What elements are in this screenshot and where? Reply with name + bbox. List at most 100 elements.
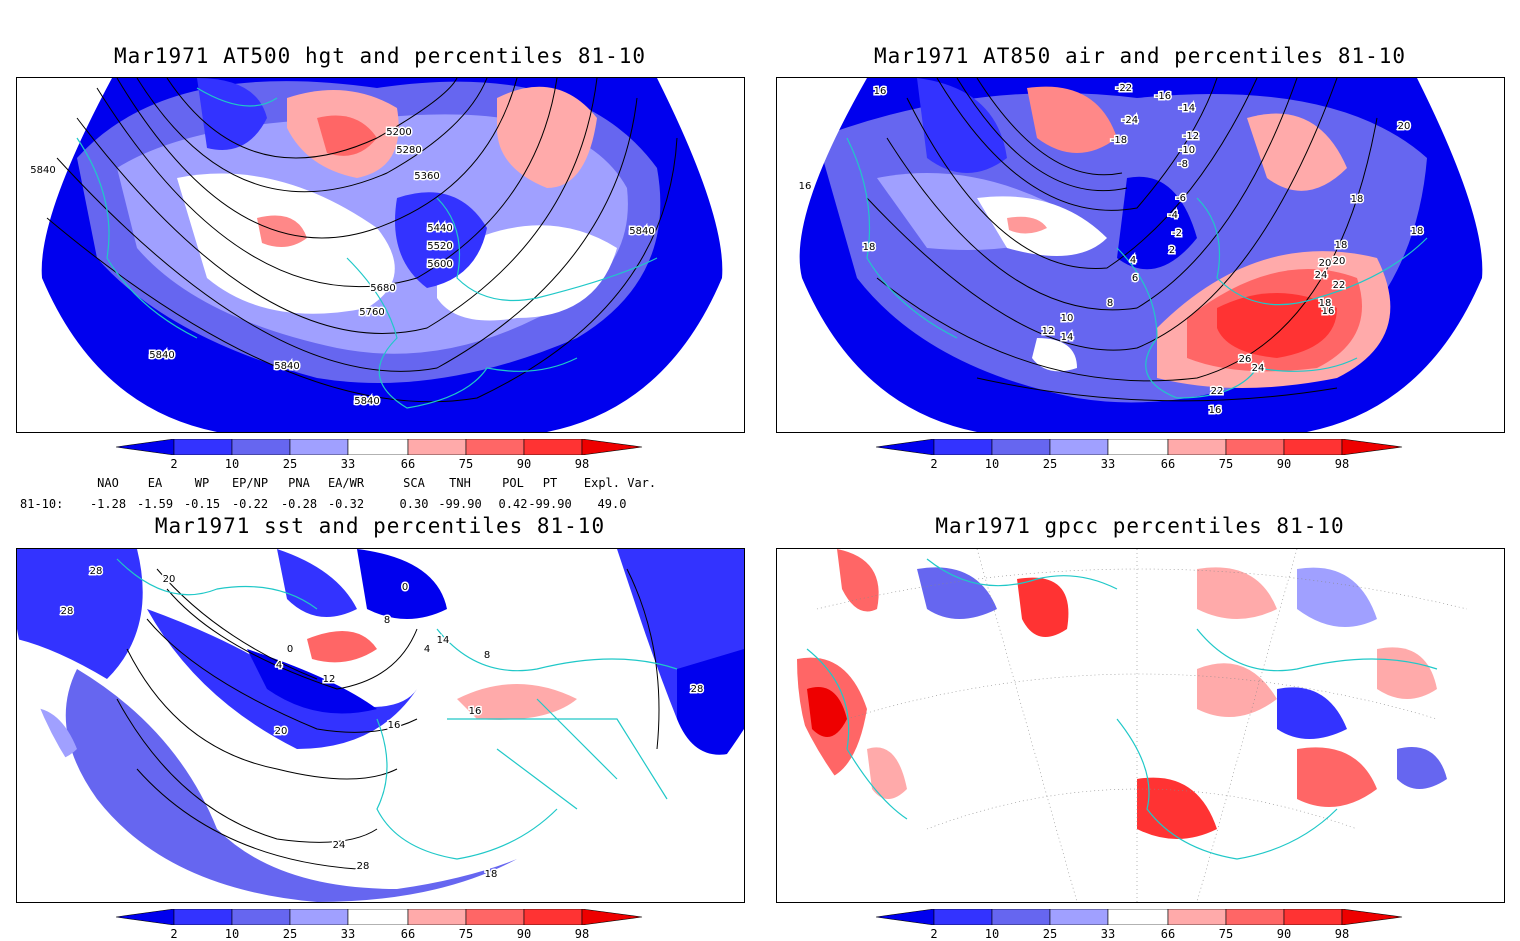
tele-value: -0.32	[327, 497, 365, 511]
contour-label: 4	[276, 660, 282, 671]
tele-header: POL	[502, 476, 524, 490]
contour-label: 5840	[149, 350, 174, 361]
contour-label: 18	[485, 869, 498, 880]
contour-label: 18	[1319, 298, 1332, 309]
tele-value: -0.28	[280, 497, 318, 511]
contour-label: 16	[388, 720, 401, 731]
contour-label: 16	[1209, 405, 1222, 416]
contour-label: 16	[799, 181, 812, 192]
contour-label: 8	[484, 650, 490, 661]
contour-label: 16	[874, 86, 887, 97]
contour-label: -6	[1176, 193, 1186, 204]
map-hgt500: 5200 5280 5360 5440 5520 5600 5680 5760 5840 5840…	[17, 78, 744, 432]
contour-label: -16	[1155, 91, 1171, 102]
shading-gpcc	[777, 549, 1504, 902]
contour-label: 5600	[427, 259, 452, 270]
tele-header: EP/NP	[231, 476, 269, 490]
colorbar-swatch	[523, 439, 583, 455]
tele-value: -1.28	[89, 497, 127, 511]
mask-air850	[777, 78, 1504, 432]
colorbar-bottom-left	[116, 909, 643, 925]
colorbar-swatch	[1341, 439, 1403, 455]
tele-value: -0.22	[231, 497, 269, 511]
contours-air850	[866, 78, 1378, 402]
colorbar-swatch	[407, 439, 467, 455]
contour-label: 0	[402, 582, 408, 593]
contour-label: -18	[1111, 135, 1127, 146]
colorbar-tick-label: 2	[170, 927, 178, 941]
colorbar-swatch	[933, 909, 993, 925]
colorbar-swatch	[465, 439, 525, 455]
contour-label: 12	[1042, 326, 1055, 337]
contour-label: 24	[1315, 270, 1328, 281]
colorbar-tick-label: 25	[1042, 457, 1058, 471]
contour-label: 26	[1239, 354, 1252, 365]
tele-value: -99.90	[438, 497, 482, 511]
colorbar-swatch	[1049, 909, 1109, 925]
colorbar-swatch	[289, 909, 349, 925]
colorbar-swatch	[876, 909, 935, 925]
colorbar-tick-label: 98	[574, 927, 590, 941]
map-panel-sst: 28 28 20 0 4 8 12 16 20 24 28 28 0 4 8 14 16 18	[16, 548, 745, 903]
contour-label: 20	[275, 726, 288, 737]
colorbar-swatch	[116, 439, 175, 455]
tele-header: PNA	[288, 476, 310, 490]
tele-header: PT	[542, 476, 558, 490]
colorbar-swatch	[1107, 439, 1169, 455]
colorbar-tick-label: 66	[400, 457, 416, 471]
tele-value: -0.15	[183, 497, 221, 511]
colorbar-swatch	[1167, 909, 1227, 925]
contour-label: 5520	[427, 241, 452, 252]
colorbar-swatch	[1283, 439, 1343, 455]
colorbar-top-left	[116, 439, 643, 455]
tele-header: Expl. Var.	[583, 476, 657, 490]
contour-labels-air850: -22-16-14-24-18 -12-10-8-6-4-224681012141…	[797, 82, 1425, 418]
coastlines-sst	[116, 558, 678, 860]
colorbar-swatch	[173, 439, 233, 455]
colorbar-tick-label: 90	[516, 927, 532, 941]
panel-title-air850: Mar1971 AT850 air and percentiles 81-10	[873, 44, 1407, 68]
colorbar-tick-label: 75	[458, 927, 474, 941]
contour-label: -22	[1116, 83, 1132, 94]
colorbar-swatch	[407, 909, 467, 925]
contour-label: 8	[384, 615, 390, 626]
colorbar-swatch	[1225, 439, 1285, 455]
colorbar-tick-label: 33	[340, 927, 356, 941]
colorbar-tick-label: 75	[458, 457, 474, 471]
contour-label: 14	[1061, 332, 1074, 343]
contour-label: 16	[1322, 306, 1335, 317]
tele-header: NAO	[97, 476, 119, 490]
contour-label: 28	[691, 684, 704, 695]
colorbar-swatch	[465, 909, 525, 925]
tele-header: SCA	[403, 476, 425, 490]
contour-label: 18	[1411, 226, 1424, 237]
colorbar-swatch	[991, 909, 1051, 925]
contour-label: 22	[1211, 386, 1224, 397]
colorbar-tick-label: 25	[282, 457, 298, 471]
colorbar-swatch	[347, 439, 409, 455]
colorbar-tick-label: 90	[1276, 457, 1292, 471]
contour-label: -10	[1179, 145, 1195, 156]
contour-label: -2	[1172, 228, 1182, 239]
tele-header: TNH	[449, 476, 471, 490]
contour-label: 6	[1132, 273, 1138, 284]
contour-label: 20	[163, 574, 176, 585]
contour-label: 5200	[386, 127, 411, 138]
colorbar-tick-label: 90	[1276, 927, 1292, 941]
panel-title-sst: Mar1971 sst and percentiles 81-10	[154, 514, 606, 538]
tele-header: EA/WR	[327, 476, 365, 490]
contour-label: 14	[437, 635, 450, 646]
contour-label: 5280	[396, 145, 421, 156]
tele-value: 49.0	[597, 497, 627, 511]
mask-hgt500	[17, 78, 744, 432]
colorbar-tick-label: 90	[516, 457, 532, 471]
colorbar-tick-label: 10	[984, 457, 1000, 471]
colorbar-swatch	[1341, 909, 1403, 925]
contour-label: 5360	[414, 171, 439, 182]
contour-label: 4	[1130, 255, 1136, 266]
contour-label: 20	[1398, 121, 1411, 132]
colorbar-tick-label: 66	[1160, 457, 1176, 471]
map-gpcc	[777, 549, 1504, 902]
colorbar-swatch	[231, 909, 291, 925]
contour-label: 10	[1061, 313, 1074, 324]
